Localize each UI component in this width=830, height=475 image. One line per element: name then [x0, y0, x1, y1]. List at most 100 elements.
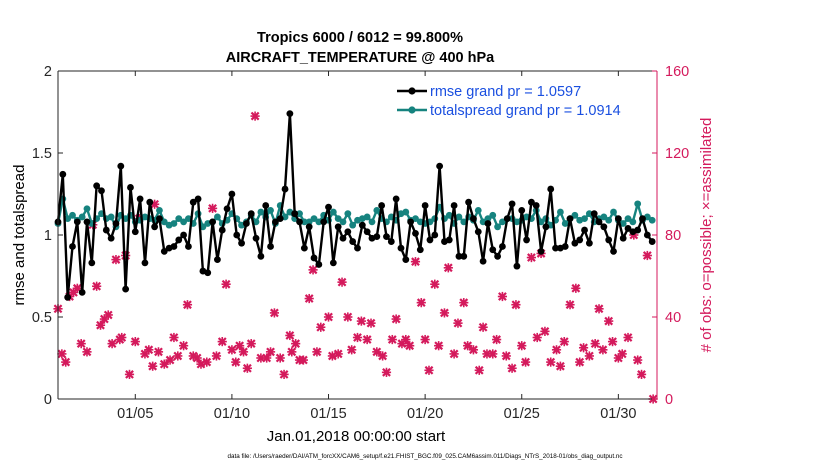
rmse-point	[489, 246, 497, 254]
rmse-point	[262, 202, 270, 209]
spread-point	[499, 218, 506, 226]
y-axis-label-right: # of obs: o=possible; ×=assimilated	[698, 118, 715, 353]
rmse-point	[267, 243, 274, 250]
obs-marker	[323, 312, 334, 322]
rmse-point	[185, 243, 192, 250]
rmse-point	[320, 218, 328, 226]
rmse-point	[83, 218, 91, 226]
obs-marker	[540, 326, 550, 336]
rmse-point	[421, 202, 429, 209]
spread-point	[581, 215, 588, 223]
spread-point	[610, 208, 617, 216]
spread-point	[156, 207, 163, 214]
rmse-point	[112, 220, 120, 227]
obs-marker	[366, 318, 376, 328]
rmse-point	[387, 238, 395, 245]
obs-marker	[584, 351, 594, 361]
obs-marker	[604, 316, 614, 326]
obs-marker	[159, 359, 169, 369]
spread-point	[339, 218, 347, 226]
spread-point	[561, 220, 569, 227]
spread-point	[368, 218, 376, 226]
rmse-point	[238, 239, 245, 247]
rmse-point	[151, 223, 159, 231]
spread-point	[484, 215, 492, 223]
obs-marker	[316, 322, 326, 332]
obs-marker	[488, 349, 498, 359]
rmse-point	[648, 238, 656, 245]
rmse-point	[141, 259, 149, 267]
y-tick-label-left: 0.5	[32, 310, 52, 326]
obs-marker	[424, 365, 434, 375]
obs-marker	[246, 339, 256, 349]
obs-marker	[279, 369, 289, 379]
obs-marker	[103, 310, 113, 320]
rmse-point	[281, 185, 289, 193]
obs-marker	[61, 357, 71, 367]
obs-marker	[178, 341, 189, 351]
rmse-point	[528, 198, 535, 206]
obs-marker	[238, 347, 249, 357]
spread-point	[180, 218, 187, 226]
rmse-point	[64, 293, 72, 301]
y-tick-label-right: 80	[665, 228, 681, 244]
obs-marker	[453, 318, 463, 328]
obs-marker	[497, 291, 508, 302]
rmse-point	[175, 236, 183, 244]
spread-point	[363, 213, 371, 221]
rmse-point	[431, 231, 439, 239]
obs-marker	[121, 250, 131, 261]
rmse-point	[73, 218, 81, 226]
obs-marker	[416, 298, 426, 308]
rmse-point	[600, 223, 608, 231]
rmse-point	[325, 203, 332, 211]
y-tick-label-left: 0	[44, 392, 52, 408]
obs-marker	[144, 345, 154, 355]
rmse-point	[445, 236, 453, 244]
x-tick-label: 01/30	[600, 406, 636, 422]
rmse-point	[532, 202, 540, 209]
obs-marker	[459, 298, 469, 308]
rmse-point	[334, 223, 342, 231]
spread-point	[69, 211, 76, 219]
obs-marker	[211, 351, 222, 361]
rmse-point	[378, 202, 386, 209]
y-tick-label-right: 120	[665, 146, 689, 162]
rmse-point	[127, 184, 134, 191]
obs-marker	[501, 351, 511, 361]
obs-marker	[387, 334, 397, 345]
obs-marker	[57, 349, 67, 359]
rmse-point	[576, 236, 584, 244]
rmse-point	[503, 215, 511, 223]
spread-point	[629, 218, 637, 226]
obs-marker	[227, 345, 237, 355]
series-layer	[53, 110, 658, 404]
obs-marker	[381, 367, 392, 377]
obs-marker	[474, 365, 484, 375]
obs-marker	[298, 355, 308, 365]
legend-rmse-marker	[408, 87, 416, 95]
rmse-point	[204, 269, 212, 277]
chart-title-line2: AIRCRAFT_TEMPERATURE @ 400 hPa	[226, 50, 495, 66]
rmse-point	[470, 215, 477, 223]
axes-layer: 01/05 01/10 01/15 01/20 01/25 01/30 0 0.5 1 1.5 2 0…	[32, 64, 689, 422]
obs-marker	[337, 277, 347, 287]
obs-marker	[590, 339, 600, 349]
rmse-point	[189, 198, 197, 206]
plot-area	[58, 71, 657, 399]
obs-marker	[598, 345, 608, 355]
obs-marker	[565, 300, 575, 310]
rmse-point	[383, 233, 390, 241]
obs-marker	[221, 279, 231, 289]
obs-marker	[99, 314, 109, 324]
rmse-point	[614, 215, 622, 223]
obs-marker	[343, 312, 353, 322]
x-tick-label: 01/05	[117, 406, 153, 422]
rmse-point	[300, 244, 308, 252]
spread-point	[402, 208, 410, 216]
rmse-point	[542, 223, 550, 231]
obs-marker	[439, 308, 450, 318]
obs-marker	[192, 353, 202, 363]
obs-marker	[372, 347, 382, 357]
